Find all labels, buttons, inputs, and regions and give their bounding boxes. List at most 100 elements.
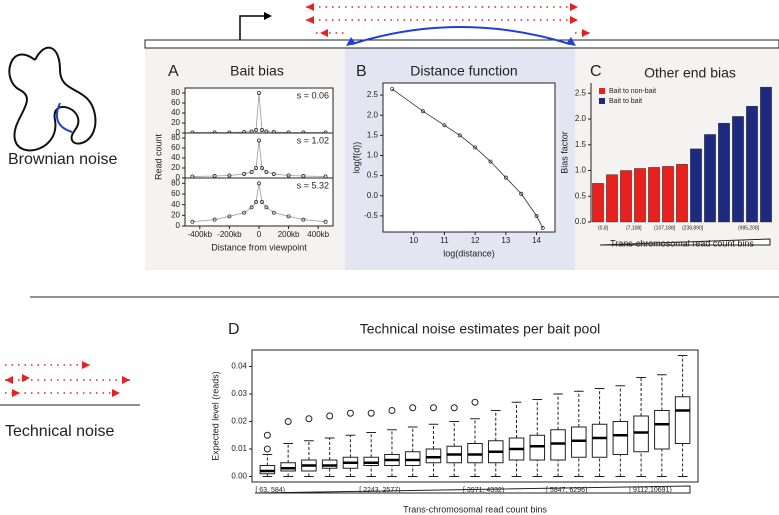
panel-label: s = 5.32 (297, 180, 329, 190)
chart-title: Other end bias (644, 65, 736, 81)
read-heads-left (5, 361, 130, 397)
y-tick-label: 2.5 (575, 88, 587, 97)
bar (718, 122, 730, 223)
left-label: Brownian noise (8, 151, 118, 168)
reads-top (306, 6, 590, 34)
point (488, 159, 493, 164)
y-tick-label: 1.0 (575, 166, 587, 175)
y-tick-label: 40 (171, 200, 180, 209)
x-tick-label: (0,8] (598, 225, 609, 231)
y-tick-label: 2.0 (575, 114, 587, 123)
x-tick-label: 200kb (278, 230, 300, 239)
bar (648, 167, 660, 223)
y-axis-label: Bias factor (559, 131, 569, 174)
trend-line (192, 183, 326, 223)
panel-label: s = 1.02 (297, 135, 329, 145)
outlier (305, 415, 313, 423)
legend-label: Bait to non-bait (609, 88, 656, 95)
box (280, 462, 296, 472)
x-tick-label: 14 (532, 236, 541, 245)
read-heads-top (306, 3, 590, 37)
legend-swatch (599, 98, 605, 104)
y-tick-label: 40 (171, 108, 180, 117)
point (473, 145, 478, 150)
y-tick-label: 0.5 (575, 191, 587, 200)
outlier (450, 404, 458, 412)
box (363, 456, 379, 466)
legend-label: Bait to bait (609, 98, 642, 105)
point (264, 205, 269, 210)
y-tick-label: 20 (171, 118, 180, 127)
point (442, 123, 447, 128)
x-tick-label: [ 2243, 2577) (359, 487, 400, 494)
outlier (284, 418, 292, 425)
y-tick-label: 60 (171, 143, 180, 152)
point (242, 210, 247, 215)
panel-letter: C (590, 63, 602, 80)
point (503, 175, 508, 180)
point (190, 219, 195, 224)
chart-title: Distance function (410, 63, 517, 79)
x-tick-label: (238,890] (682, 225, 704, 231)
point (260, 166, 264, 170)
y-tick-label: 20 (171, 210, 180, 219)
box (529, 434, 546, 461)
box (425, 448, 442, 464)
point (457, 133, 462, 138)
left-label: Technical noise (5, 423, 115, 440)
point (242, 172, 247, 176)
plot-frame (382, 82, 556, 233)
y-tick-label: 0.5 (367, 171, 379, 180)
y-tick-label: 0.0 (367, 191, 379, 200)
x-tick-label: 11 (440, 236, 449, 245)
point (286, 214, 291, 219)
point (227, 214, 232, 219)
promoter-head (264, 12, 272, 20)
outlier (409, 404, 417, 412)
x-axis-label: Trans-chromosomal read count bins (403, 504, 547, 514)
point (323, 219, 328, 224)
box (550, 429, 566, 461)
x-tick-label: -400kb (188, 230, 213, 239)
x-axis-label: Trans-chromosomal read count bins (610, 238, 754, 248)
point (257, 181, 261, 186)
bar (676, 164, 688, 223)
outlier (263, 445, 271, 453)
y-tick-label: 0 (176, 128, 181, 137)
point (254, 128, 258, 132)
outlier (326, 412, 334, 420)
chart-title: Bait bias (230, 63, 284, 79)
outlier (429, 404, 437, 412)
panel-label: s = 0.06 (297, 90, 329, 100)
x-tick-label: (7,108] (626, 225, 642, 231)
x-tick-label: -200kb (217, 230, 242, 239)
y-axis-label: log(f(d)) (351, 142, 361, 174)
point (227, 173, 232, 178)
bar (620, 170, 632, 223)
box (467, 443, 483, 464)
point (257, 138, 261, 143)
point (249, 205, 254, 210)
y-tick-label: 0.04 (231, 362, 247, 371)
y-tick-label: 1.5 (367, 130, 379, 139)
trend-line (192, 140, 326, 177)
genome-bar (144, 39, 779, 49)
y-tick-label: 0 (176, 173, 181, 182)
box (633, 415, 649, 453)
x-axis-label: Distance from viewpoint (211, 242, 307, 252)
y-tick-label: 20 (171, 163, 180, 172)
point (540, 226, 545, 230)
x-tick-label: (985,208] (738, 225, 760, 231)
x-tick-label: 13 (501, 236, 510, 245)
point (254, 166, 258, 170)
point (260, 200, 264, 204)
point (420, 109, 425, 114)
y-tick-label: 2.5 (367, 90, 379, 99)
legend-swatch (599, 88, 605, 94)
point (519, 191, 524, 196)
bar (592, 183, 604, 223)
x-tick-label: (107,188] (654, 225, 676, 231)
x-tick-label: [ 3971, 4332) (463, 487, 504, 494)
point (271, 172, 276, 176)
